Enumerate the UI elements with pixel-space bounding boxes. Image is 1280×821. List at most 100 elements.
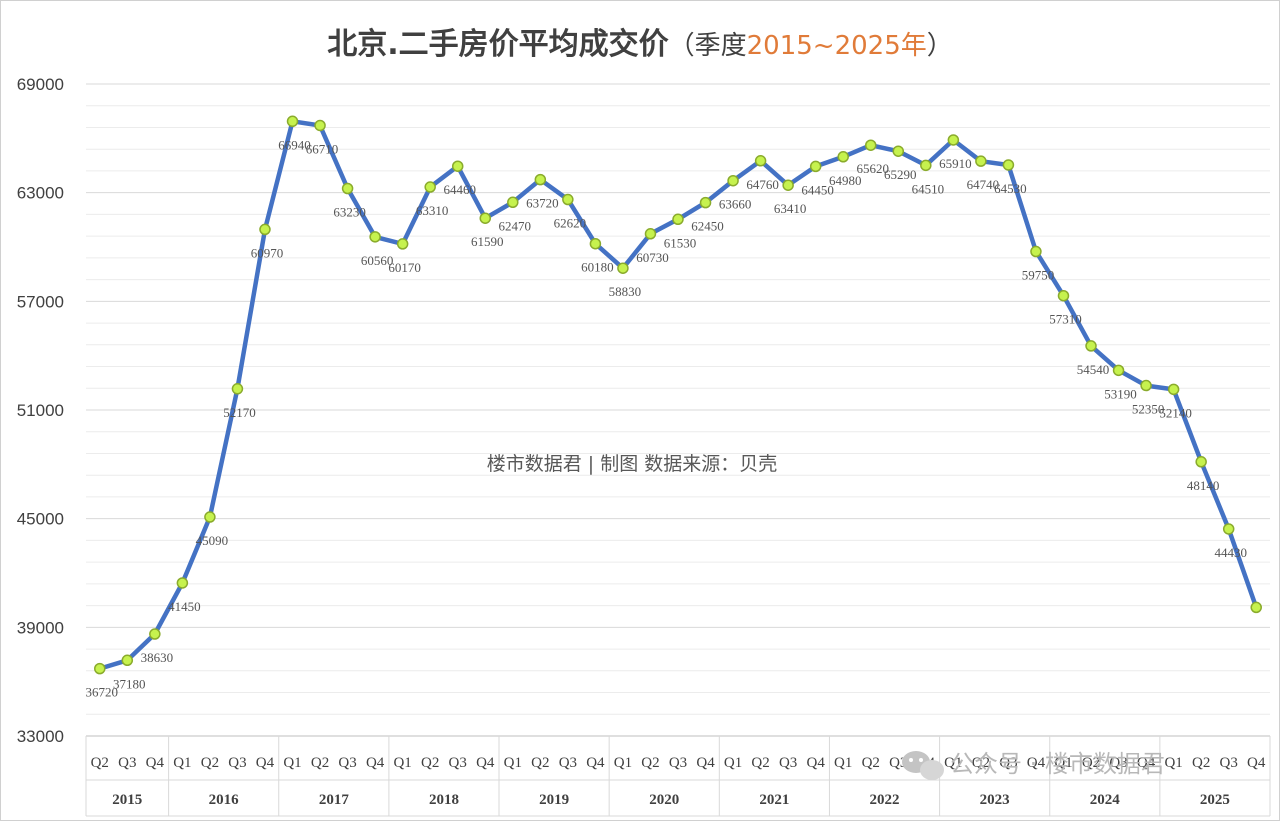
x-tick-label: Q2 xyxy=(862,755,880,771)
year-label: 2020 xyxy=(649,792,679,808)
data-label: 66710 xyxy=(306,141,339,156)
x-tick-label: Q3 xyxy=(338,755,356,771)
data-point xyxy=(864,139,877,151)
data-point xyxy=(947,134,960,146)
data-point xyxy=(451,160,464,172)
data-label: 63230 xyxy=(333,205,366,220)
x-tick-label: Q2 xyxy=(531,755,549,771)
data-label: 64760 xyxy=(746,177,779,192)
x-tick-label: Q4 xyxy=(586,755,605,771)
x-tick-label: Q3 xyxy=(779,755,797,771)
source-annotation: 楼市数据君 | 制图 数据来源：贝壳 xyxy=(487,453,778,475)
data-label: 62620 xyxy=(554,216,587,231)
x-tick-label: Q2 xyxy=(751,755,769,771)
data-point xyxy=(672,213,684,226)
year-label: 2018 xyxy=(429,792,459,808)
data-label: 37180 xyxy=(113,676,146,691)
data-point xyxy=(479,212,492,224)
data-point xyxy=(1222,523,1235,535)
data-label: 48140 xyxy=(1187,478,1220,493)
data-point xyxy=(617,262,629,274)
data-point xyxy=(94,662,106,675)
x-tick-label: Q1 xyxy=(173,755,191,771)
x-tick-label: Q1 xyxy=(834,755,852,771)
data-point xyxy=(176,577,189,589)
data-point xyxy=(204,511,216,523)
year-label: 2022 xyxy=(870,792,900,808)
watermark-text: 公众号 · 楼市数据君 xyxy=(950,750,1165,778)
x-tick-label: Q4 xyxy=(366,755,385,771)
data-label: 38630 xyxy=(141,650,174,665)
data-label: 63410 xyxy=(774,201,807,216)
data-label: 64510 xyxy=(912,181,945,196)
x-tick-label: Q4 xyxy=(1027,755,1046,771)
data-label: 45090 xyxy=(196,533,229,548)
x-tick-label: Q4 xyxy=(696,755,715,771)
y-tick-label: 63000 xyxy=(17,184,64,203)
data-label: 60180 xyxy=(581,260,614,275)
data-point xyxy=(754,155,767,167)
x-tick-label: Q4 xyxy=(1137,755,1156,771)
data-point xyxy=(121,654,134,667)
data-label: 64530 xyxy=(994,181,1027,196)
data-point xyxy=(507,196,519,209)
data-point xyxy=(1002,159,1015,171)
data-label: 64740 xyxy=(967,177,1000,192)
data-point xyxy=(1112,364,1125,377)
data-label: 41450 xyxy=(168,599,201,614)
data-label: 62470 xyxy=(499,218,532,233)
x-tick-label: Q1 xyxy=(614,755,632,771)
x-tick-label: Q4 xyxy=(1247,755,1266,771)
x-tick-label: Q2 xyxy=(201,755,219,771)
data-point xyxy=(341,182,354,195)
y-tick-label: 57000 xyxy=(17,292,64,311)
x-tick-label: Q2 xyxy=(972,755,990,771)
x-tick-label: Q3 xyxy=(1109,755,1127,771)
x-tick-label: Q3 xyxy=(228,755,246,771)
year-label: 2021 xyxy=(759,792,789,808)
data-point xyxy=(644,228,657,240)
watermark: 公众号 · 楼市数据君 xyxy=(902,750,1165,780)
data-point xyxy=(1250,601,1262,614)
data-point xyxy=(1085,340,1097,352)
x-tick-label: Q2 xyxy=(311,755,329,771)
x-tick-label: Q1 xyxy=(1164,755,1182,771)
x-tick-label: Q4 xyxy=(146,755,165,771)
data-point xyxy=(534,173,547,186)
x-tick-label: Q4 xyxy=(807,755,826,771)
data-point xyxy=(1140,379,1152,392)
y-tick-label: 33000 xyxy=(17,727,64,746)
data-label: 61590 xyxy=(471,234,504,249)
data-point xyxy=(231,383,244,395)
chart-title: 北京.二手房价平均成交价 xyxy=(327,27,668,62)
data-point xyxy=(562,193,574,206)
data-label: 44430 xyxy=(1214,545,1247,560)
data-label: 64980 xyxy=(829,173,862,188)
x-tick-label: Q3 xyxy=(559,755,577,771)
chart-subtitle-prefix: （季度 xyxy=(669,31,747,61)
y-tick-label: 69000 xyxy=(17,75,64,94)
x-tick-label: Q4 xyxy=(476,755,495,771)
data-point xyxy=(424,181,436,193)
data-label: 60170 xyxy=(388,260,421,275)
data-point xyxy=(286,115,299,128)
x-tick-label: Q2 xyxy=(641,755,659,771)
year-label: 2025 xyxy=(1200,792,1230,808)
x-tick-label: Q2 xyxy=(91,755,109,771)
wechat-icon xyxy=(902,751,944,780)
data-label: 63660 xyxy=(719,197,752,212)
data-label: 54540 xyxy=(1077,362,1110,377)
data-point xyxy=(920,159,932,172)
x-tick-label: Q3 xyxy=(999,755,1017,771)
x-tick-label: Q1 xyxy=(393,755,411,771)
data-point xyxy=(396,238,409,250)
x-tick-label: Q1 xyxy=(724,755,742,771)
y-tick-label: 39000 xyxy=(17,618,64,637)
data-point xyxy=(837,151,849,163)
x-tick-label: Q3 xyxy=(1220,755,1238,771)
x-axis: Q2 Q3 Q4 Q1 Q2 Q3 Q4 Q1 Q2 Q3 Q4 Q1 Q2 Q3 Q4 Q1 Q2 Q3 Q4 Q1… xyxy=(85,735,1271,817)
x-tick-label: Q3 xyxy=(118,755,136,771)
data-point xyxy=(1195,456,1207,468)
